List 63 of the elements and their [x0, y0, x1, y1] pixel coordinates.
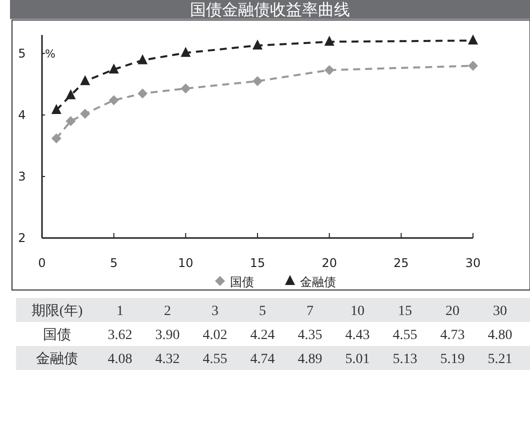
- chart-title: 国债金融债收益率曲线: [190, 0, 350, 19]
- category-label: 3: [212, 304, 218, 319]
- x-tick-label: 10: [178, 256, 194, 270]
- x-tick-label: 5: [110, 256, 118, 270]
- data-label: 4.73: [440, 328, 465, 343]
- category-label: 15: [398, 304, 412, 319]
- category-label: 5: [259, 304, 266, 319]
- point: [108, 95, 119, 106]
- category-label: 2: [164, 304, 171, 319]
- point: [66, 89, 76, 100]
- data-label: 4.55: [392, 328, 418, 343]
- point: [252, 39, 262, 50]
- point: [324, 65, 334, 76]
- point: [138, 88, 148, 98]
- data-label: 4.74: [250, 352, 275, 367]
- y-tick-label: 3: [18, 169, 26, 184]
- data-label: 4.55: [202, 352, 228, 367]
- point: [138, 54, 148, 64]
- x-tick-label: 15: [250, 256, 266, 270]
- point: [180, 46, 191, 57]
- data-label: 4.89: [298, 352, 322, 367]
- data-label: 4.24: [250, 328, 275, 343]
- point: [252, 76, 262, 86]
- x-tick-label: 25: [394, 256, 409, 270]
- legend-label: 金融债: [300, 275, 336, 289]
- data-label: 3.62: [108, 328, 132, 343]
- data-label: 4.43: [345, 328, 370, 343]
- category-label: 10: [350, 304, 364, 319]
- y-axis-title: %: [45, 47, 56, 60]
- legend-label: 国债: [230, 275, 254, 289]
- point: [324, 36, 334, 46]
- data-label: 4.80: [488, 328, 512, 343]
- data-label: 5.19: [440, 352, 465, 367]
- series-label: 金融债: [36, 351, 78, 367]
- point: [468, 34, 478, 45]
- x-tick-label: 30: [465, 256, 481, 270]
- x-tick-label: 0: [38, 256, 46, 270]
- y-tick-label: 4: [18, 108, 26, 122]
- text: 期限(年): [31, 303, 83, 319]
- data-label: 5.01: [345, 352, 370, 367]
- text: 国债: [43, 327, 71, 343]
- data-label: 4.08: [108, 352, 132, 367]
- point: [108, 63, 119, 74]
- x-tick-label: 20: [322, 256, 337, 270]
- y-tick-label: 5: [18, 46, 26, 60]
- data-label: 3.90: [155, 328, 180, 343]
- data-label: 5.21: [488, 352, 512, 367]
- point: [468, 60, 478, 71]
- point: [80, 75, 90, 86]
- data-label: 5.13: [392, 352, 418, 367]
- point: [180, 84, 191, 94]
- point: [51, 133, 62, 144]
- data-label: 4.02: [202, 328, 228, 343]
- data-label: 4.32: [155, 352, 180, 367]
- data-label: 4.35: [298, 328, 322, 343]
- category-label: 1: [116, 304, 124, 319]
- category-label: 20: [446, 304, 460, 319]
- point: [51, 104, 62, 114]
- y-tick-label: 2: [18, 231, 26, 245]
- category-label: 30: [493, 304, 507, 319]
- category-label: 7: [306, 304, 314, 319]
- point: [80, 108, 90, 119]
- point: [66, 116, 76, 126]
